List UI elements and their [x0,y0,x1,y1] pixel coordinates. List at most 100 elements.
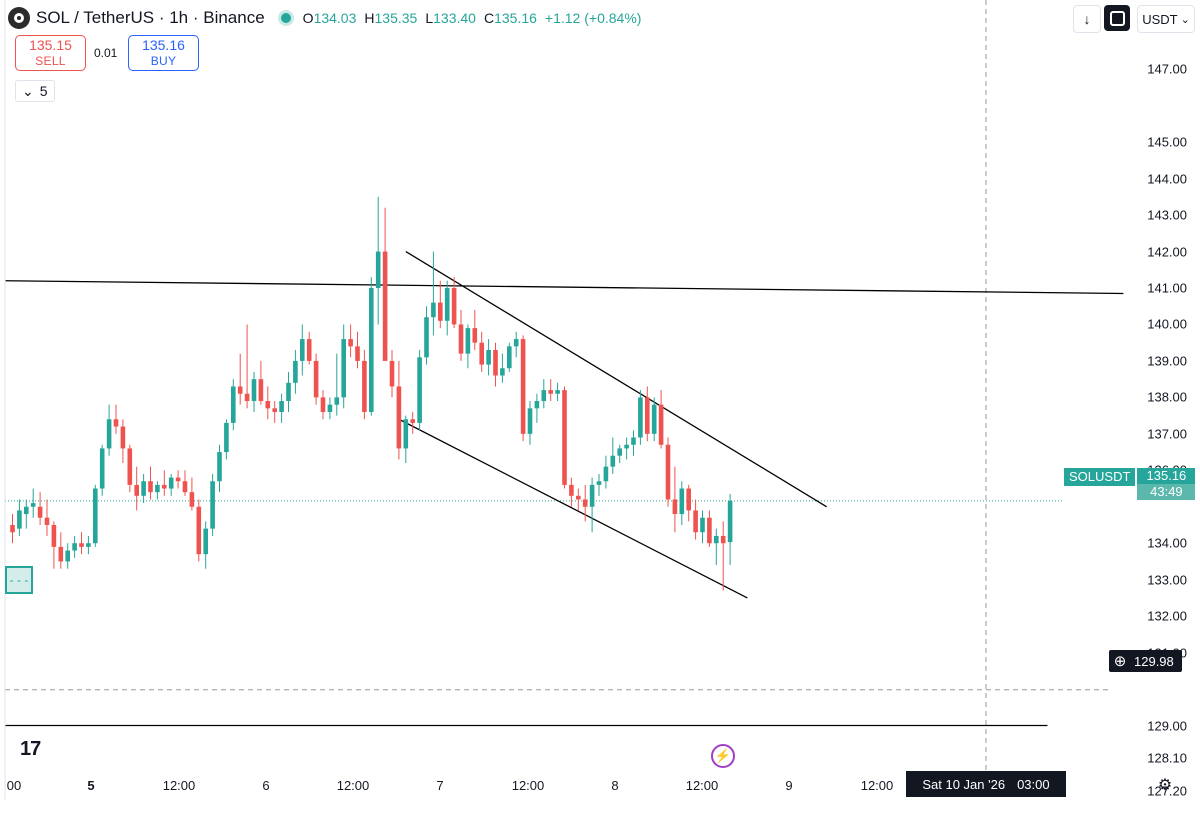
candle-body [265,401,271,409]
candle [24,499,29,529]
price-tick-label: 133.00 [1147,572,1187,588]
plus-icon[interactable]: ⊕ [1113,653,1127,670]
candle-body [686,488,691,511]
candle-body [645,397,650,434]
candle [624,437,629,460]
candle [148,466,153,500]
close-label: C [483,10,495,26]
crosshair-date: Sat 10 Jan '26 [922,776,1006,792]
candle [313,353,319,405]
trendline-1 [5,280,1124,295]
candle [651,397,657,442]
low-value: 133.40 [433,10,476,26]
candle-body [438,302,443,321]
price-tick-label: 147.00 [1147,61,1187,77]
candle [286,371,291,412]
candle [30,488,36,518]
candle [99,444,105,496]
candle-body [513,339,519,347]
candle [217,444,222,493]
candle [355,331,360,369]
candle [548,379,553,402]
position-marker[interactable]: - - - [5,566,33,594]
download-button[interactable]: ↓ [1073,5,1101,33]
candle [369,277,374,416]
gear-icon[interactable]: ⚙ [1157,777,1173,794]
candle [375,196,381,325]
candle-body [424,317,429,358]
candle [155,481,160,500]
candle-body [403,419,409,449]
candle-body [727,500,733,543]
candle [465,324,471,369]
fullscreen-button[interactable] [1104,5,1130,31]
candle [700,510,705,544]
candle-body [300,339,305,361]
candle-body [189,492,195,507]
candle-body [534,401,540,409]
candle [438,280,443,329]
candle [714,528,719,566]
tradingview-logo-icon[interactable]: 17 [20,738,41,760]
candle [645,386,650,442]
candle [258,360,264,405]
indicators-count: 5 [39,83,48,99]
candle-body [79,543,84,547]
candle-body [382,251,388,361]
candle [562,386,567,489]
candle-body [141,481,146,496]
indicators-toggle[interactable]: ⌄ 5 [15,80,55,102]
candle [327,397,333,420]
crosshair-price-tag[interactable]: ⊕ 129.98 [1109,650,1182,672]
buy-button[interactable]: 135.16 BUY [128,35,199,71]
candle-body [444,288,450,321]
candle-body [231,386,236,423]
candle-body [58,546,64,562]
candle [458,309,464,361]
candle [513,331,519,358]
price-tick-label: 128.10 [1147,750,1187,766]
open-value: 134.03 [313,10,357,26]
sell-button[interactable]: 135.15 SELL [15,35,86,71]
candle [479,331,484,372]
crosshair-time: 03:00 [1017,776,1050,792]
candle [37,492,43,525]
candle-body [37,506,43,518]
symbol-title[interactable]: SOL / TetherUS · 1h · Binance [36,8,265,27]
candle [410,411,415,434]
candle [306,331,312,365]
price-tick-label: 132.00 [1147,608,1187,624]
chevron-down-icon: ⌄ [22,82,34,99]
buy-price: 135.16 [142,37,185,53]
price-tick-label: 127.20 [1147,783,1187,799]
time-tick-label: 12:00 [860,778,894,793]
currency-select[interactable]: USDT ⌄ [1137,5,1195,33]
candle-body [396,386,402,449]
price-tick-label: 134.00 [1147,535,1187,551]
candle [555,382,560,402]
candle-body [286,382,291,402]
candle-body [106,419,112,449]
candle [693,499,698,540]
candle [44,499,50,536]
time-tick-label: 12:00 [511,778,545,793]
candle-body [700,517,705,533]
candle [120,419,126,464]
candle-body [624,444,629,449]
candle-body [520,339,526,434]
candle-body [51,524,57,547]
arrow-down-icon: ↓ [1083,11,1091,27]
candle-body [279,401,284,412]
candle-body [582,499,588,507]
candle [320,390,326,420]
candle-body [431,302,436,318]
candle-body [44,517,50,525]
candle-body [389,360,395,387]
candle-body [168,477,174,489]
solana-logo-icon [8,7,30,29]
bolt-icon[interactable]: ⚡ [711,744,735,768]
candle [196,499,202,562]
candle-body [24,506,29,515]
high-label: H [364,10,375,26]
